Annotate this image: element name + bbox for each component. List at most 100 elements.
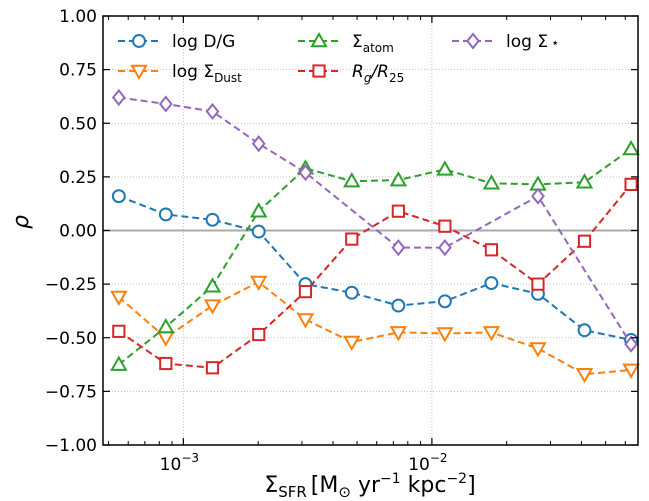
data-point-RgR25 <box>438 219 452 233</box>
data-point-logSigmaDust <box>482 326 501 342</box>
series-SigmaAtom <box>110 139 640 371</box>
data-point-logDG <box>158 207 173 222</box>
data-point-logSigmaStar <box>298 163 313 182</box>
data-point-RgR25 <box>391 204 405 218</box>
series-line-logSigmaStar <box>118 96 632 345</box>
y-tick-label: 0.00 <box>59 222 97 242</box>
series-line-SigmaAtom <box>118 148 632 366</box>
series-layer <box>110 88 640 384</box>
data-point-RgR25 <box>112 324 126 338</box>
x-label-kpc: kpc <box>401 473 447 498</box>
y-tick-label: −0.75 <box>45 382 97 402</box>
data-point-logSigmaStar <box>158 95 173 113</box>
data-point-RgR25 <box>298 285 313 299</box>
data-point-logSigmaDust <box>343 335 361 352</box>
legend-entry-SigmaAtom: Σatom <box>298 31 394 55</box>
legend: log D/G log ΣDust Σatom Rg/R25 log Σ ⋆ <box>118 31 559 85</box>
x-axis-label: ΣSFR [M⊙ yr−1 kpc−2] <box>264 471 475 501</box>
data-point-logSigmaStar <box>111 88 126 107</box>
data-point-logSigmaDust <box>296 313 315 329</box>
y-tick-label: 0.50 <box>59 114 97 134</box>
data-point-SigmaAtom <box>622 139 640 156</box>
data-point-logDG <box>111 189 126 204</box>
data-point-SigmaAtom <box>436 160 454 176</box>
legend-label-SigmaAtom: Σatom <box>352 32 394 55</box>
legend-label-logSigmaStar: log Σ ⋆ <box>506 32 559 52</box>
data-point-logDG <box>484 276 499 291</box>
series-logDG <box>111 189 639 347</box>
data-point-SigmaAtom <box>203 277 222 293</box>
x-label-unit-close: ] <box>467 473 476 498</box>
y-tick-label: 0.75 <box>59 61 97 81</box>
data-point-logSigmaDust <box>203 299 222 315</box>
legend-marker-logSigmaStar <box>466 32 480 50</box>
data-point-logDG <box>437 294 452 309</box>
series-line-RgR25 <box>118 183 632 369</box>
data-point-logSigmaStar <box>251 135 266 153</box>
series-line-logDG <box>118 195 632 341</box>
data-point-logDG <box>344 285 359 300</box>
data-point-logSigmaStar <box>391 239 406 257</box>
legend-label-logDG: log D/G <box>172 32 235 52</box>
series-RgR25 <box>112 177 638 375</box>
legend-label-RgR25: Rg/R25 <box>352 62 404 85</box>
data-point-logSigmaDust <box>436 327 454 343</box>
x-tick-label: 10−2 <box>408 451 447 475</box>
series-logSigmaStar <box>111 88 638 353</box>
data-point-RgR25 <box>484 243 499 257</box>
tick-layer: −1.00 −0.75 −0.50 −0.25 0.00 0.25 0.50 0.75 1.00… <box>45 7 638 475</box>
data-point-SigmaAtom <box>249 202 268 218</box>
data-point-logSigmaDust <box>529 342 547 358</box>
y-tick-label: 1.00 <box>59 7 97 27</box>
y-axis-label: ρ <box>9 215 34 229</box>
data-point-RgR25 <box>577 234 592 248</box>
legend-entry-logSigmaDust: log ΣDust <box>118 62 242 85</box>
y-tick-label: −0.50 <box>45 329 97 349</box>
x-label-yr-exponent: −1 <box>380 471 401 487</box>
y-tick-label: −0.25 <box>45 275 97 295</box>
legend-marker-SigmaAtom <box>310 31 328 48</box>
data-point-logSigmaStar <box>624 335 638 353</box>
data-point-SigmaAtom <box>575 173 594 189</box>
data-point-SigmaAtom <box>343 172 361 188</box>
data-point-logDG <box>577 323 592 338</box>
data-point-logSigmaDust <box>110 290 128 307</box>
data-point-logSigmaDust <box>575 367 594 384</box>
x-label-unit-open: [M <box>311 473 339 498</box>
data-point-logSigmaStar <box>438 239 452 257</box>
series-line-logSigmaDust <box>118 280 632 376</box>
x-label-yr: yr <box>351 473 381 498</box>
legend-marker-logSigmaDust <box>130 64 148 81</box>
data-point-SigmaAtom <box>389 171 408 187</box>
data-point-RgR25 <box>252 327 266 342</box>
data-point-logSigmaDust <box>157 331 175 347</box>
data-point-logSigmaStar <box>205 102 220 121</box>
data-point-RgR25 <box>345 232 359 246</box>
series-logSigmaDust <box>110 275 640 384</box>
data-point-RgR25 <box>159 356 173 371</box>
y-tick-label: 0.25 <box>59 168 97 188</box>
data-point-logSigmaDust <box>622 363 640 379</box>
x-label-symbol: Σ <box>264 473 278 498</box>
x-label-kpc-exponent: −2 <box>446 471 467 487</box>
data-point-SigmaAtom <box>157 318 175 334</box>
data-point-RgR25 <box>531 277 545 291</box>
legend-label-logSigmaDust: log ΣDust <box>172 62 242 85</box>
data-point-SigmaAtom <box>482 174 501 190</box>
data-point-logDG <box>251 224 266 239</box>
legend-entry-logDG: log D/G <box>118 32 235 52</box>
legend-marker-logDG <box>132 34 146 48</box>
data-point-RgR25 <box>205 361 220 375</box>
data-point-logDG <box>205 212 220 227</box>
legend-entry-RgR25: Rg/R25 <box>298 62 404 85</box>
data-point-logSigmaStar <box>531 187 545 205</box>
data-point-logSigmaDust <box>249 275 268 291</box>
data-point-logSigmaDust <box>389 326 408 342</box>
data-point-RgR25 <box>624 177 638 191</box>
data-point-SigmaAtom <box>110 355 128 371</box>
x-tick-label: 10−3 <box>160 451 199 475</box>
y-tick-label: −1.00 <box>45 436 97 456</box>
x-label-subscript: SFR <box>278 483 307 501</box>
x-label-odot: ⊙ <box>338 483 351 501</box>
